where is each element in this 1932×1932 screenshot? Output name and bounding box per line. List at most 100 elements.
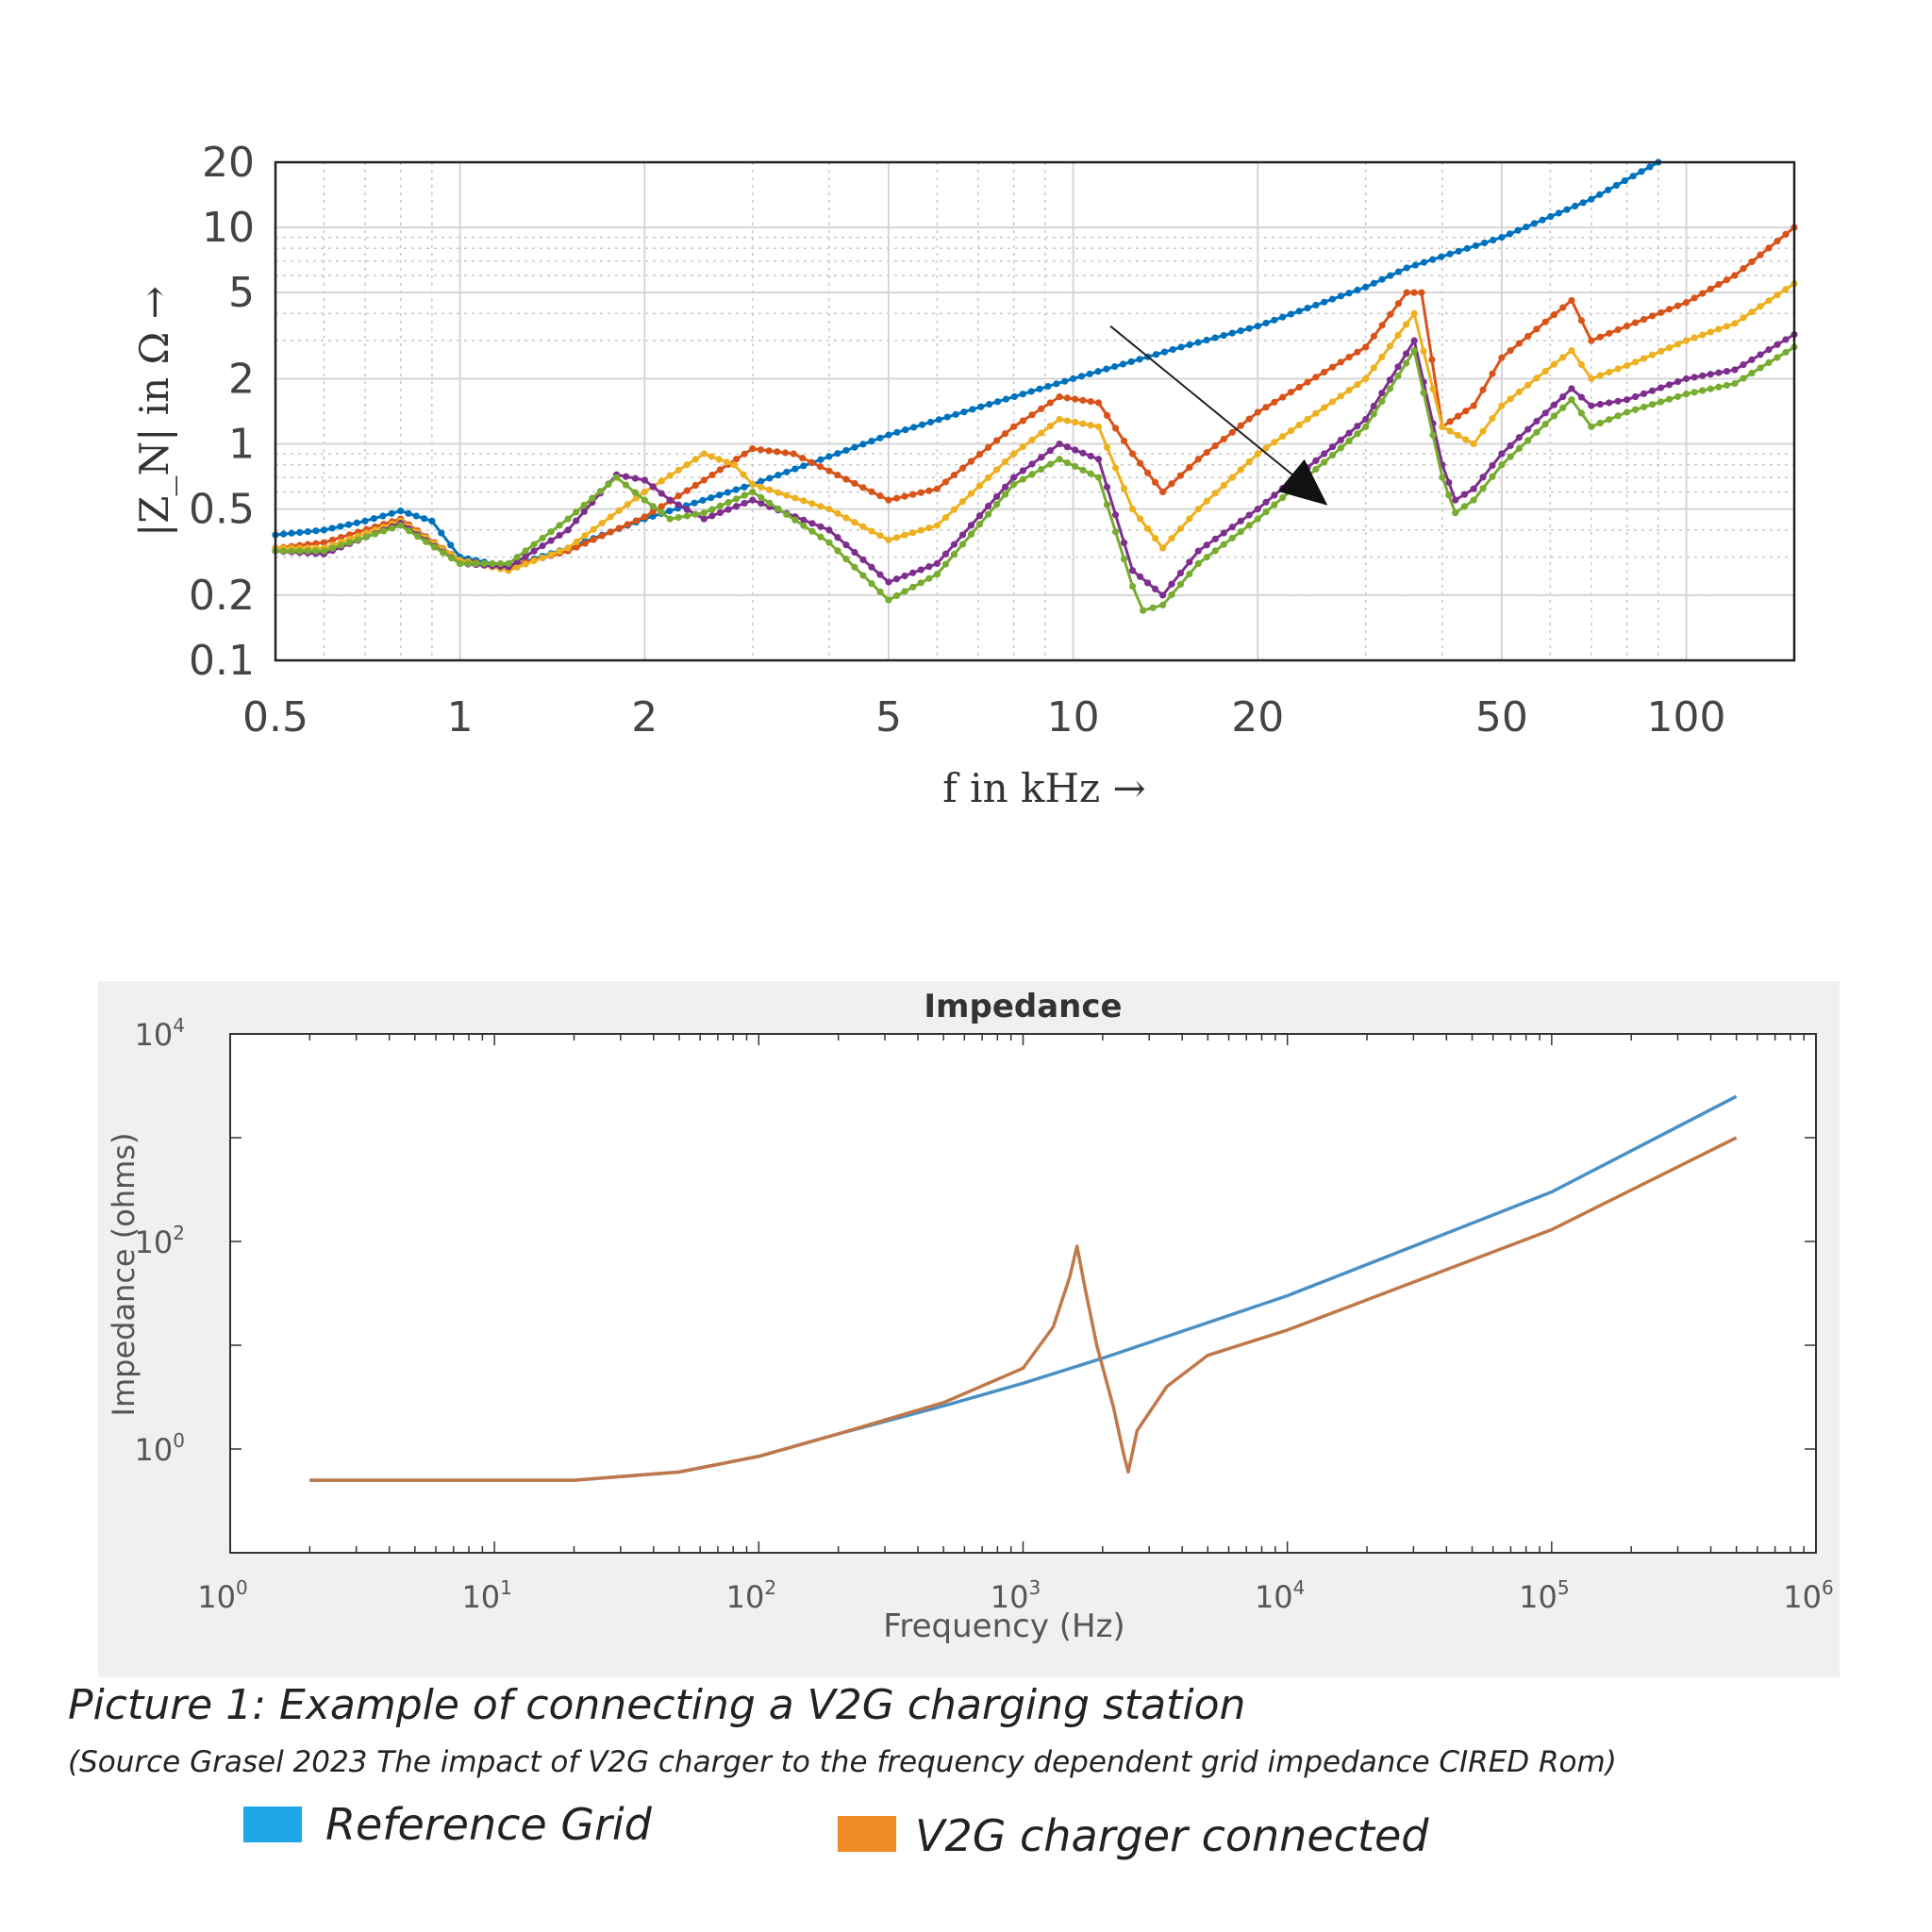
top-chart-data-point — [1143, 579, 1152, 587]
top-chart-data-point — [1262, 319, 1270, 327]
top-chart-data-point — [1262, 444, 1270, 452]
top-chart-data-point — [607, 513, 614, 521]
top-chart-data-point — [320, 539, 328, 546]
top-chart-data-point — [950, 550, 958, 558]
top-chart-data-point — [1429, 385, 1437, 392]
top-chart-data-point — [1194, 559, 1202, 567]
top-chart-data-point — [431, 543, 439, 551]
top-chart-data-point — [799, 454, 807, 462]
top-chart-data-point — [1648, 401, 1657, 408]
top-chart-data-point — [328, 544, 337, 552]
top-chart-data-point — [1690, 389, 1698, 396]
top-chart-data-point — [700, 515, 708, 523]
top-chart-data-point — [1386, 376, 1394, 384]
top-chart-data-point — [1470, 402, 1477, 409]
top-chart-data-point — [464, 559, 472, 567]
top-chart-data-point — [320, 526, 328, 534]
top-chart-data-point — [1220, 435, 1227, 443]
top-chart-data-point — [834, 450, 841, 458]
top-chart-data-point — [1143, 525, 1152, 532]
top-chart-data-point — [1279, 393, 1287, 401]
top-chart-data-point — [733, 495, 741, 503]
bottom-chart-ticks — [229, 1033, 1816, 1554]
top-chart-data-point — [1079, 466, 1087, 474]
top-chart-data-point — [1087, 398, 1094, 406]
top-chart-data-point — [370, 515, 377, 523]
top-chart-data-point — [766, 486, 774, 493]
top-chart-data-point — [1403, 289, 1410, 296]
top-chart-data-point — [1136, 573, 1144, 580]
top-chart-data-point — [1568, 396, 1575, 404]
top-chart-data-point — [1140, 607, 1147, 614]
top-chart-data-point — [950, 541, 958, 548]
top-chart-data-point — [1168, 591, 1175, 599]
top-chart-data-point — [1614, 412, 1622, 420]
top-chart-data-point — [984, 474, 992, 481]
top-chart-data-point — [925, 487, 933, 494]
top-chart-data-point — [312, 547, 320, 555]
top-chart-data-point — [1740, 361, 1747, 369]
top-chart-data-point — [1001, 491, 1009, 498]
top-chart-data-point — [1420, 347, 1427, 355]
top-chart-data-point — [1723, 276, 1731, 284]
top-chart-data-point — [1596, 419, 1604, 427]
top-chart-data-point — [649, 483, 657, 491]
top-chart-data-point — [1128, 567, 1137, 575]
top-chart-data-point — [984, 443, 992, 451]
top-chart-data-point — [496, 559, 505, 567]
top-chart-data-point — [641, 488, 648, 496]
top-chart-data-point — [641, 476, 648, 484]
top-chart-data-point — [992, 501, 1001, 508]
top-chart-arrow-annotation — [1109, 325, 1328, 506]
top-chart-data-point — [1524, 425, 1532, 433]
top-chart-data-point — [700, 476, 708, 484]
top-chart-data-point — [901, 492, 908, 500]
top-chart-series-line — [275, 345, 1795, 612]
top-chart-data-point — [851, 548, 858, 557]
top-chart-y-tick-label: 2 — [228, 355, 255, 403]
top-chart-data-point — [1254, 450, 1261, 458]
top-chart-data-point — [440, 549, 447, 557]
top-chart-data-point — [834, 509, 841, 517]
top-chart-data-point — [708, 471, 716, 479]
top-chart-data-point — [564, 526, 572, 534]
top-chart-data-point — [573, 538, 580, 546]
top-chart-data-point — [412, 512, 420, 520]
top-chart-data-point — [977, 403, 985, 410]
top-chart-data-point — [573, 517, 580, 525]
top-chart-data-point — [749, 445, 757, 453]
top-chart-data-point — [1345, 353, 1353, 361]
top-chart-data-point — [1127, 358, 1135, 366]
top-chart-data-point — [765, 447, 773, 455]
top-chart-data-point — [1438, 253, 1445, 260]
top-chart-data-point — [1220, 481, 1227, 490]
top-chart-y-tick-label: 10 — [202, 204, 255, 252]
top-chart-data-point — [1507, 395, 1514, 403]
top-chart-data-point — [790, 450, 797, 458]
top-chart-data-point — [1463, 244, 1471, 252]
top-chart-data-point — [649, 503, 657, 510]
top-chart-data-point — [1699, 387, 1707, 394]
top-chart-data-point — [1087, 422, 1094, 429]
top-chart-data-point — [1740, 375, 1747, 382]
top-chart-data-point — [615, 525, 623, 532]
top-chart-data-point — [834, 472, 841, 479]
top-chart-data-point — [842, 446, 850, 455]
top-chart-data-point — [1740, 265, 1747, 273]
top-chart-data-point — [1782, 336, 1790, 343]
top-chart-data-point — [480, 559, 488, 567]
top-chart-data-point — [925, 575, 933, 582]
top-chart-data-point — [632, 517, 640, 525]
top-chart-data-point — [658, 503, 665, 510]
top-chart-data-point — [1462, 436, 1470, 443]
top-chart-data-point — [304, 547, 311, 555]
top-chart-data-point — [876, 571, 884, 578]
top-chart-data-point — [1019, 467, 1026, 475]
top-chart-data-point — [1211, 334, 1219, 341]
top-chart-data-point — [758, 483, 765, 491]
top-chart-data-point — [1158, 601, 1167, 609]
top-chart-data-point — [1394, 300, 1403, 308]
top-chart-x-tick-label: 50 — [1475, 693, 1528, 741]
top-chart-data-point — [800, 462, 808, 470]
top-chart-data-point — [547, 537, 555, 544]
